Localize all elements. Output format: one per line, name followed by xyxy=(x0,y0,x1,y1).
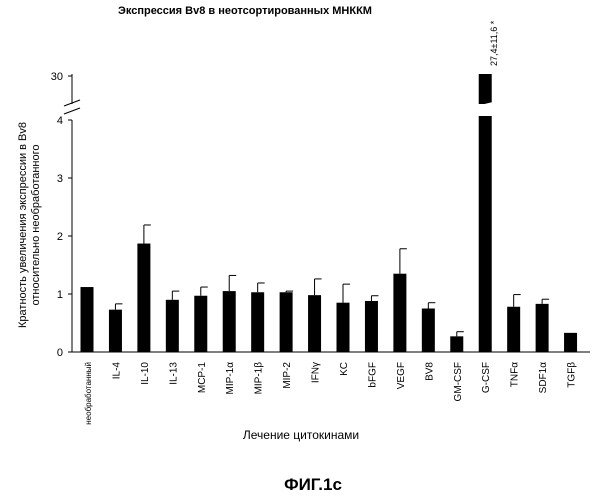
category-label: IL-10 xyxy=(140,362,151,385)
category-label: TNFα xyxy=(510,362,521,387)
bar xyxy=(450,336,464,352)
category-label-group: IL-4 xyxy=(111,362,122,380)
category-label-group: G-CSF xyxy=(481,362,492,393)
y-axis xyxy=(63,74,81,352)
y-tick-label: 30 xyxy=(51,71,63,83)
bar xyxy=(421,308,435,352)
bar xyxy=(222,291,236,352)
category-label-group: MIP-1β xyxy=(254,362,265,395)
category-label-group: IL-10 xyxy=(140,362,151,385)
bar-lower xyxy=(478,116,492,352)
y-tick-label: 1 xyxy=(57,289,63,301)
bar xyxy=(535,303,549,352)
category-label: IL-13 xyxy=(168,362,179,385)
bar xyxy=(251,292,265,352)
category-label-group: IFNγ xyxy=(311,362,322,383)
x-axis-label: Лечение цитокинами xyxy=(243,428,359,442)
bar xyxy=(80,287,94,352)
category-label-group: bFGF xyxy=(367,362,378,388)
bar xyxy=(279,292,293,352)
y-axis-label-line1: Кратность увеличения экспрессии в Bv8 xyxy=(17,122,29,328)
category-label: G-CSF xyxy=(481,362,492,393)
category-label-group: TGFβ xyxy=(567,362,578,388)
y-axis-label-line2: относительно необработанного xyxy=(30,144,42,305)
category-label-group: MIP-2 xyxy=(282,362,293,389)
bar xyxy=(108,309,122,352)
bar-upper xyxy=(478,74,492,104)
category-label-group: IL-13 xyxy=(168,362,179,385)
category-label-group: необработанный xyxy=(84,362,93,425)
bar xyxy=(564,332,578,352)
category-label: KC xyxy=(339,362,350,376)
y-tick-label: 3 xyxy=(57,173,63,185)
bar xyxy=(165,299,179,352)
category-label-group: SDF1α xyxy=(538,362,549,394)
category-label: GM-CSF xyxy=(453,362,464,401)
y-tick-label: 2 xyxy=(57,231,63,243)
bar xyxy=(393,273,407,352)
category-label: MIP-1β xyxy=(254,362,265,395)
category-label-group: MCP-1 xyxy=(197,362,208,394)
figure-label: ФИГ.1с xyxy=(284,475,342,494)
category-label: MIP-1α xyxy=(225,362,236,395)
axis-break-mark-bottom xyxy=(63,107,81,115)
chart-title: Экспрессия Bv8 в неотсортированных МНККМ xyxy=(118,5,372,17)
g-csf-annotation: 27,4±11,6 * xyxy=(489,20,499,66)
bar xyxy=(137,243,151,352)
category-label: BV8 xyxy=(424,362,435,381)
bar xyxy=(507,306,521,352)
bars xyxy=(80,74,578,352)
y-ticks: 0 1 2 3 4 30 xyxy=(51,71,72,359)
category-label: bFGF xyxy=(367,362,378,388)
category-label-group: BV8 xyxy=(424,362,435,381)
axis-break-mark-top xyxy=(63,99,81,107)
category-label: TGFβ xyxy=(567,362,578,388)
category-label-group: KC xyxy=(339,362,350,376)
category-labels: необработанный IL-4 IL-10 IL-13 MCP-1 MIP-1α M… xyxy=(84,362,578,425)
category-label: IL-4 xyxy=(111,362,122,380)
bar-annotation: 27,4±11,6 * xyxy=(489,20,499,66)
bar xyxy=(364,300,378,352)
y-axis-label: Кратность увеличения экспрессии в Bv8 от… xyxy=(17,122,42,328)
category-label: MCP-1 xyxy=(197,362,208,394)
bar xyxy=(336,302,350,352)
category-label: SDF1α xyxy=(538,362,549,394)
category-label-group: GM-CSF xyxy=(453,362,464,401)
bar xyxy=(308,295,322,352)
y-tick-label: 0 xyxy=(57,347,63,359)
category-label: IFNγ xyxy=(311,362,322,383)
category-label-group: VEGF xyxy=(396,362,407,389)
category-label: MIP-2 xyxy=(282,362,293,389)
category-label-group: MIP-1α xyxy=(225,362,236,395)
category-label: необработанный xyxy=(84,362,93,425)
bar-break-mark xyxy=(476,101,494,117)
bar xyxy=(194,295,208,352)
category-label: VEGF xyxy=(396,362,407,389)
category-label-group: TNFα xyxy=(510,362,521,387)
y-tick-label: 4 xyxy=(57,115,63,127)
